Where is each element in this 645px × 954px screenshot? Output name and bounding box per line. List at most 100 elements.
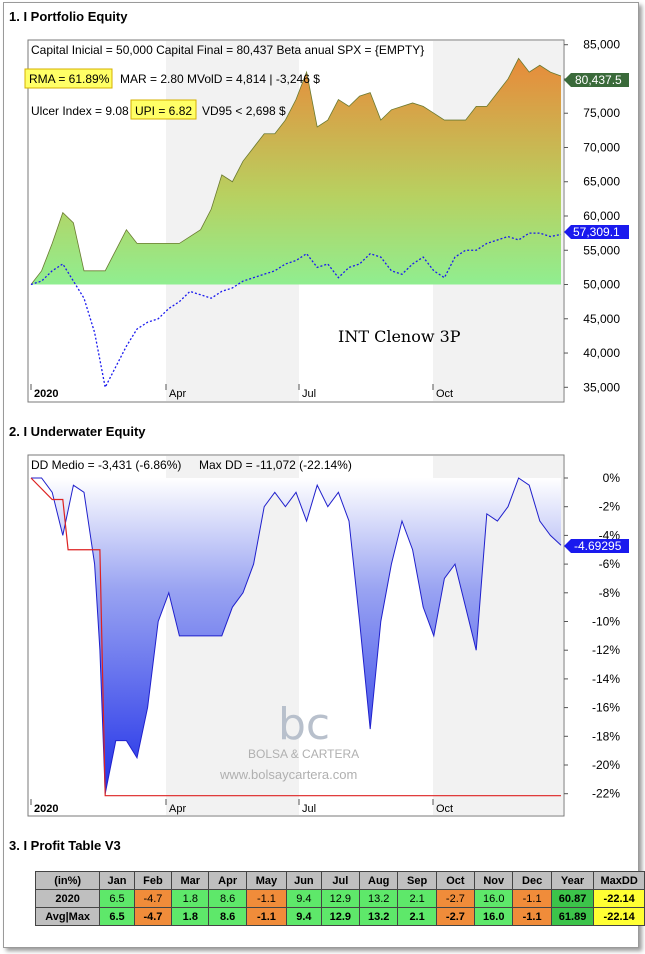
column-header: Apr	[208, 871, 247, 890]
y-tick-label: 0%	[603, 471, 621, 485]
y-tick-label: 35,000	[583, 380, 620, 394]
y-tick-label: 65,000	[583, 175, 620, 189]
logo-url: www.bolsaycartera.com	[219, 767, 357, 782]
y-tick-label: 50,000	[583, 278, 620, 292]
y-tick-label: 60,000	[583, 209, 620, 223]
y-tick-label: 55,000	[583, 243, 620, 257]
x-tick-label: Oct	[436, 803, 453, 815]
table-cell: -2.7	[435, 889, 476, 908]
table-cell: -22.14	[593, 907, 645, 926]
column-header: Year	[550, 871, 595, 890]
x-tick-label: 2020	[34, 803, 58, 815]
y-tick-label: -8%	[599, 586, 621, 600]
benchmark-last-value: 57,309.1	[573, 225, 620, 239]
underwater-last-value: -4.69295	[574, 539, 622, 553]
table-cell: -2.7	[435, 907, 476, 926]
logo-name: BOLSA & CARTERA	[248, 747, 359, 761]
column-header: May	[245, 871, 288, 890]
table-row: 2020 6.5 -4.7 1.8 8.6 -1.1 9.4 12.9 13.2 2.1 -2.7 1…	[34, 889, 645, 908]
row-label: Avg|Max	[34, 907, 101, 926]
vd95-value: VD95 < 2,698 $	[202, 104, 286, 118]
y-tick-label: -2%	[599, 500, 621, 514]
y-tick-label: 85,000	[583, 38, 620, 52]
table-cell: -1.1	[512, 889, 552, 908]
benchmark-line	[30, 232, 562, 390]
row-label: 2020	[34, 889, 101, 908]
underwater-last-tag	[564, 539, 629, 553]
profit-table: (in%) Jan Feb Mar Apr May Jun Jul Aug Sep Oct Nov De…	[34, 871, 645, 926]
column-header: Jan	[99, 871, 135, 890]
table-cell: 16.0	[474, 907, 514, 926]
rma-value: RMA = 61.89%	[29, 72, 110, 86]
upi-value: UPI = 6.82	[135, 104, 192, 118]
drawdown-line	[31, 477, 562, 794]
column-header: (in%)	[34, 871, 101, 890]
table-cell: -4.7	[133, 889, 173, 908]
table-cell: -1.1	[245, 907, 288, 926]
column-header: Sep	[397, 871, 437, 890]
benchmark-last-tag	[564, 225, 629, 239]
y-tick-label: 45,000	[583, 312, 620, 326]
logo-letters: bc	[278, 699, 330, 750]
table-cell: 1.8	[171, 889, 210, 908]
table-cell: 6.5	[99, 907, 135, 926]
upi-highlight	[130, 99, 197, 120]
equity-chart: INT Clenow 3P Capital Inicial = 50,000 C…	[24, 38, 629, 403]
table-cell: -1.1	[512, 907, 552, 926]
column-header: Feb	[133, 871, 173, 890]
equity-area	[31, 58, 561, 285]
x-tick-label: Oct	[436, 388, 453, 400]
column-header: Nov	[474, 871, 514, 890]
x-tick-label: Apr	[169, 803, 186, 815]
ulcer-index: Ulcer Index = 9.08	[31, 104, 129, 118]
dd-medio: DD Medio = -3,431 (-6.86%)	[31, 458, 181, 472]
equity-stats-line2: MAR = 2.80 MVolD = 4,814 | -3,246 $	[120, 72, 320, 86]
table-cell: 16.0	[474, 889, 514, 908]
table-cell: 1.8	[171, 907, 210, 926]
table-cell: 2.1	[397, 907, 437, 926]
column-header: Dec	[512, 871, 552, 890]
rma-highlight	[24, 68, 113, 89]
table-cell: -4.7	[133, 907, 173, 926]
table-cell: 2.1	[397, 889, 437, 908]
y-tick-label: -12%	[592, 643, 620, 657]
table-cell: -1.1	[245, 889, 288, 908]
y-tick-label: -16%	[592, 701, 620, 715]
y-tick-label: -6%	[599, 557, 621, 571]
column-header: MaxDD	[593, 871, 645, 890]
section-title-underwater: 2. I Underwater Equity	[9, 424, 146, 439]
section-title-equity: 1. I Portfolio Equity	[9, 9, 128, 24]
column-header: Jun	[286, 871, 322, 890]
y-tick-label: -14%	[592, 672, 620, 686]
column-header: Oct	[435, 871, 476, 890]
y-tick-label: -22%	[592, 787, 620, 801]
table-cell: 6.5	[99, 889, 135, 908]
y-tick-label: 70,000	[583, 140, 620, 154]
max-dd: Max DD = -11,072 (-22.14%)	[199, 458, 352, 472]
y-tick-label: 75,000	[583, 106, 620, 120]
table-cell: 9.4	[286, 907, 322, 926]
underwater-chart: bc BOLSA & CARTERA www.bolsaycartera.com…	[27, 454, 629, 817]
table-header-row: (in%) Jan Feb Mar Apr May Jun Jul Aug Sep Oct Nov De…	[34, 871, 645, 890]
table-cell: 12.9	[320, 907, 361, 926]
section-title-profit-table: 3. I Profit Table V3	[9, 838, 121, 853]
table-cell: 13.2	[359, 907, 399, 926]
x-tick-label: Apr	[169, 388, 186, 400]
equity-line	[30, 57, 562, 285]
table-cell: -22.14	[593, 889, 645, 908]
table-cell: 60.87	[550, 889, 595, 908]
x-tick-label: 2020	[34, 388, 58, 400]
y-tick-label: -18%	[592, 729, 620, 743]
table-cell: 61.89	[550, 907, 595, 926]
bolsa-cartera-logo: bc BOLSA & CARTERA www.bolsaycartera.com	[219, 699, 359, 782]
y-tick-label: -4%	[599, 528, 621, 542]
equity-stats-line1: Capital Inicial = 50,000 Capital Final =…	[31, 43, 424, 57]
equity-last-tag	[564, 73, 629, 87]
equity-last-value: 80,437.5	[575, 73, 622, 87]
x-tick-label: Jul	[302, 388, 316, 400]
y-tick-label: 40,000	[583, 346, 620, 360]
column-header: Aug	[359, 871, 399, 890]
y-tick-label: -10%	[592, 615, 620, 629]
drawdown-area	[31, 478, 561, 794]
strategy-watermark: INT Clenow 3P	[338, 327, 461, 346]
